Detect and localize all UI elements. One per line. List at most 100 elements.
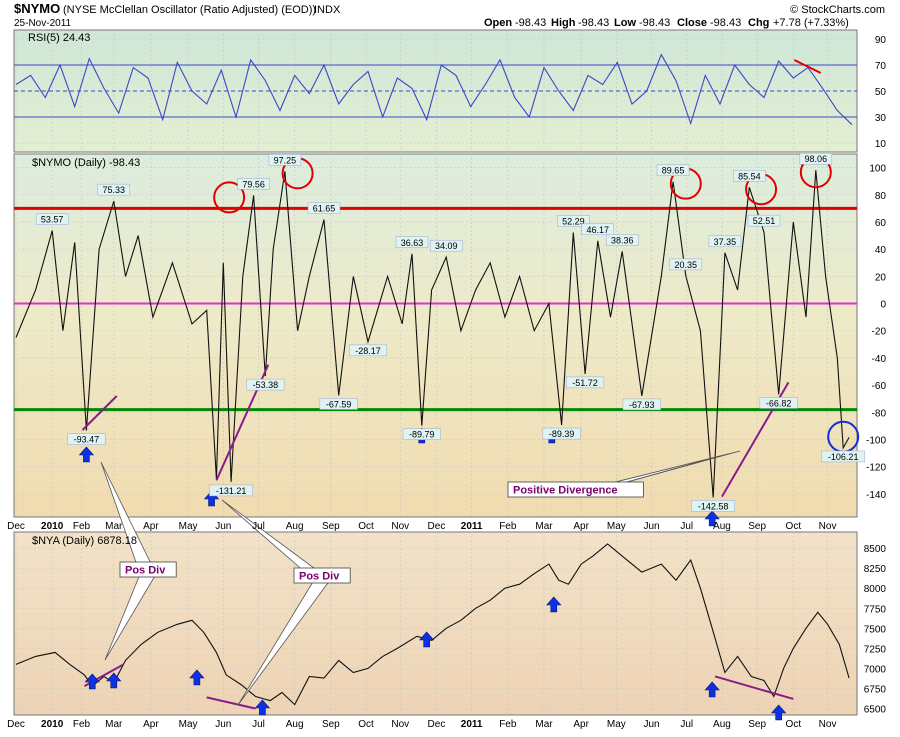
y-tick-label: 7750 (864, 604, 887, 615)
x-tick-label: May (607, 521, 626, 532)
data-label-box (605, 234, 639, 246)
data-label-box (97, 183, 131, 196)
pos-div-callout-box (293, 567, 351, 584)
data-label: -28.17 (355, 346, 381, 356)
data-label: -93.47 (74, 435, 100, 445)
x-tick-label: Mar (105, 521, 123, 532)
x-tick-label: Feb (499, 521, 517, 532)
data-label-box (395, 236, 429, 249)
data-label: -142.58 (698, 501, 729, 511)
data-label-box (821, 450, 866, 463)
data-label-box (733, 170, 766, 182)
x-tick-label: Jul (680, 719, 693, 730)
divergence-line (81, 395, 118, 431)
chart-symbol: $NYMO (14, 1, 60, 16)
x-tick-label: Sep (748, 719, 766, 730)
x-tick-label: Aug (286, 521, 304, 532)
x-tick-label: Jun (215, 719, 231, 730)
buy-arrow (704, 510, 720, 527)
x-tick-label: Jul (252, 719, 265, 730)
data-label-box (656, 164, 690, 176)
x-tick-label: 2010 (41, 521, 64, 532)
y-tick-label: 50 (875, 87, 887, 98)
x-tick-label: Nov (819, 521, 837, 532)
data-label: 52.51 (753, 216, 776, 226)
x-tick-label: Feb (499, 719, 517, 730)
nya-panel-label: $NYA (Daily) 6878.18 (32, 535, 137, 547)
open-value: -98.43 (515, 17, 546, 29)
data-label: -66.82 (766, 398, 792, 408)
data-label-box (566, 376, 605, 389)
data-label: -106.21 (828, 452, 859, 462)
x-tick-label: Apr (573, 521, 589, 532)
chart-date: 25-Nov-2011 (14, 18, 72, 29)
data-label: 46.17 (587, 225, 610, 235)
nya-series-line (15, 543, 850, 706)
x-tick-label: Nov (819, 719, 837, 730)
data-label: 52.29 (562, 216, 585, 226)
data-label: -131.21 (216, 486, 247, 496)
low-value: -98.43 (639, 17, 670, 29)
highlight-circle (213, 181, 246, 214)
y-tick-label: 8250 (864, 564, 887, 575)
buy-arrow (254, 699, 271, 716)
y-tick-label: -140 (866, 490, 886, 501)
x-tick-label: Sep (322, 521, 340, 532)
buy-arrow (704, 681, 720, 698)
buy-arrow (189, 669, 205, 686)
data-label-box (759, 397, 798, 409)
x-tick-label: Mar (535, 521, 553, 532)
x-tick-label: 2010 (41, 719, 64, 730)
x-tick-label: May (179, 521, 198, 532)
data-label-box (402, 428, 441, 440)
data-label-box (669, 258, 703, 271)
positive-divergence-callout-box (507, 481, 644, 498)
x-tick-label: Feb (73, 719, 91, 730)
data-label: -67.93 (629, 400, 655, 410)
data-label-box (747, 214, 781, 227)
y-tick-label: -100 (866, 436, 886, 447)
data-label-box (622, 398, 661, 411)
x-tick-label: Jul (252, 521, 265, 532)
data-label: 36.63 (401, 238, 424, 248)
nymo-panel-label: $NYMO (Daily) -98.43 (32, 157, 140, 169)
y-tick-label: 10 (875, 139, 887, 150)
y-tick-label: -40 (872, 354, 887, 365)
y-tick-label: 20 (875, 272, 887, 283)
positive-divergence-callout: Positive Divergence (513, 485, 618, 497)
y-tick-label: -20 (872, 327, 887, 338)
pos-div-callout: Pos Div (125, 565, 166, 577)
data-label-box (557, 215, 590, 227)
data-label: 53.57 (41, 215, 64, 225)
data-label-box (35, 213, 69, 225)
data-label-box (691, 500, 736, 512)
x-tick-label: Aug (713, 521, 731, 532)
data-label: 61.65 (313, 204, 336, 214)
x-tick-label: Dec (7, 719, 25, 730)
nymo-series-line (15, 170, 850, 498)
buy-arrow (78, 446, 95, 463)
close-value: -98.43 (710, 17, 741, 29)
data-label-box (268, 154, 302, 166)
chart-description: (NYSE McClellan Oscillator (Ratio Adjust… (63, 4, 316, 16)
x-tick-label: Jun (215, 521, 231, 532)
y-tick-label: 8000 (864, 584, 887, 595)
x-tick-label: Oct (358, 719, 374, 730)
data-label: -89.79 (409, 430, 435, 440)
data-label: 85.54 (738, 171, 761, 181)
buy-arrow (546, 596, 562, 613)
data-label-box (348, 344, 388, 357)
x-tick-label: Nov (391, 521, 409, 532)
chg-label: Chg (748, 17, 769, 29)
y-tick-label: 7250 (864, 644, 887, 655)
divergence-line (206, 696, 256, 710)
data-label: 20.35 (675, 260, 698, 270)
x-tick-label: Dec (7, 521, 25, 532)
y-tick-label: 7500 (864, 624, 887, 635)
y-tick-label: -120 (866, 463, 886, 474)
rsi-series-line (15, 53, 853, 126)
buy-arrow (106, 672, 122, 689)
y-tick-label: 0 (880, 300, 886, 311)
